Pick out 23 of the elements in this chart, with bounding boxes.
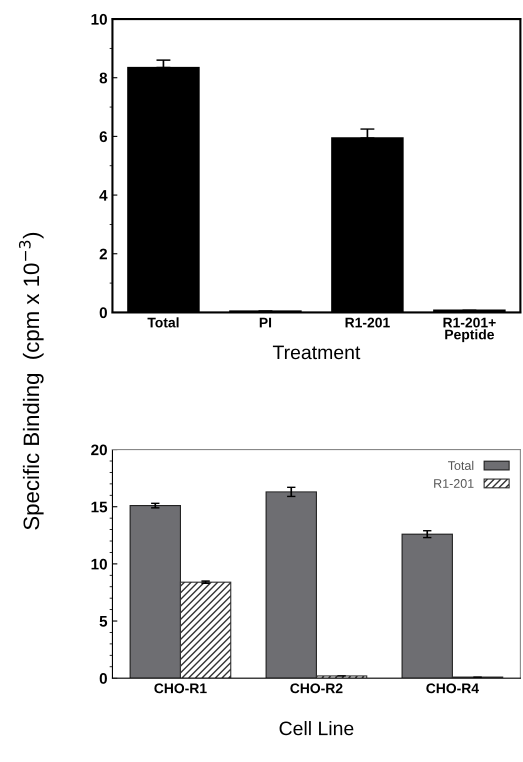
y-tick-label: 0: [100, 673, 107, 684]
y-tick-label: 8: [100, 72, 108, 84]
x-tick-label: CHO-R4: [426, 683, 479, 694]
legend-label: Total: [448, 460, 474, 470]
y-tick-label: 4: [99, 190, 108, 201]
x-tick-label: PI: [260, 318, 272, 328]
y-tick-label: 10: [92, 558, 107, 570]
y-tick-label: 10: [92, 14, 107, 25]
x-axis-title: Treatment: [272, 346, 360, 360]
y-tick-label: 0: [100, 307, 107, 318]
y-tick-label: 20: [91, 444, 107, 456]
y-axis-title: Specific Binding (cpm x 10$^{−3}$): [18, 232, 44, 530]
x-tick-label: CHO-R2: [290, 683, 342, 694]
x-tick-label: R1-201+ Peptide: [443, 318, 496, 342]
x-tick-label: Total: [148, 317, 179, 328]
x-tick-label: CHO-R1: [154, 683, 207, 694]
y-tick-label: 2: [100, 248, 107, 260]
y-tick-label: 5: [100, 616, 108, 627]
x-axis-title: Cell Line: [280, 720, 354, 736]
legend-label: R1-201: [434, 479, 474, 488]
x-tick-label: R1-201: [346, 318, 390, 328]
y-tick-label: 15: [92, 502, 108, 512]
y-tick-label: 6: [100, 131, 108, 142]
